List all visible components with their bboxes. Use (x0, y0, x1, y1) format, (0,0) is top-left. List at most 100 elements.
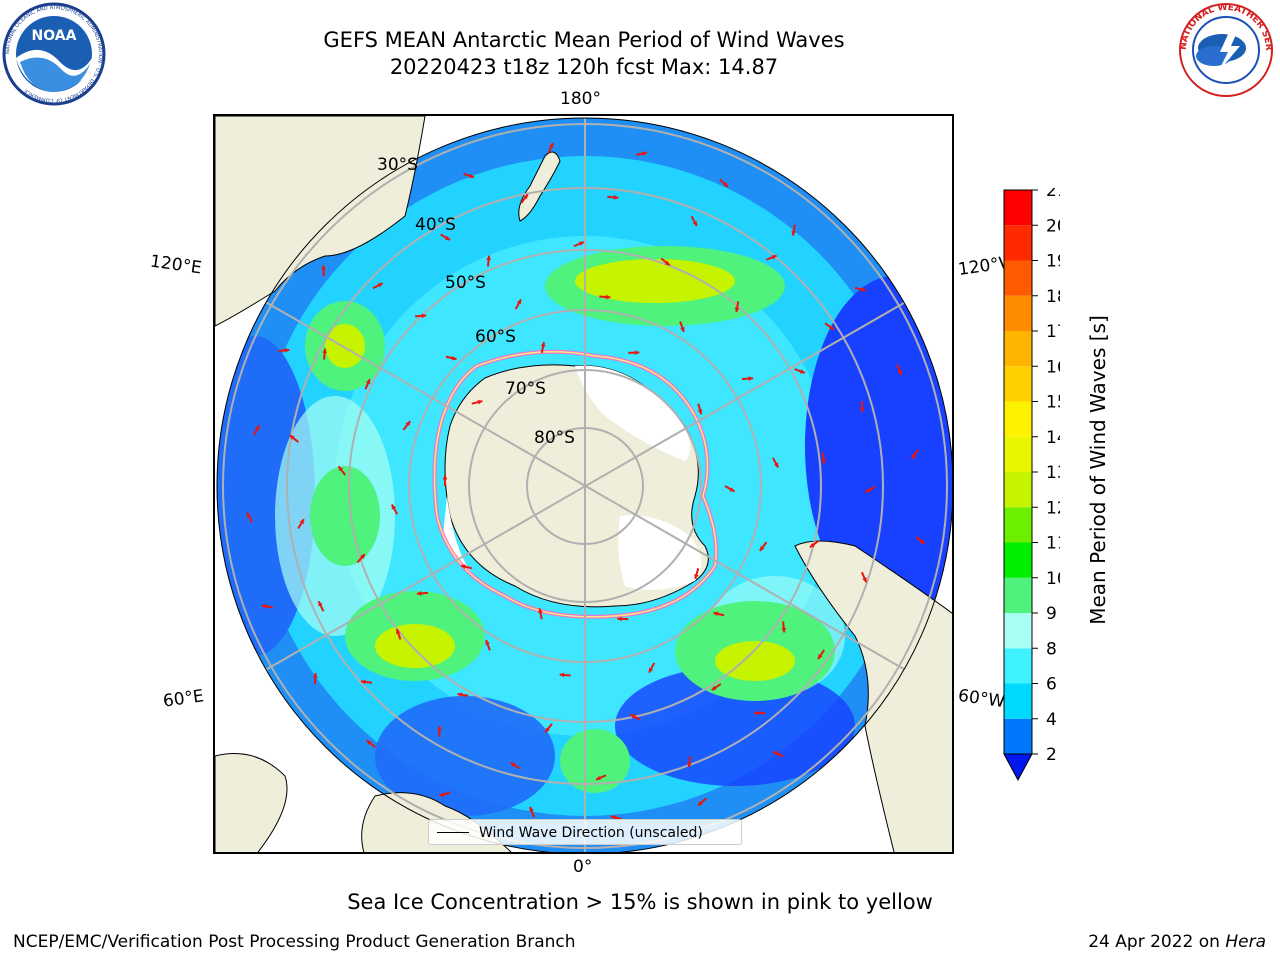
wind-wave-arrowhead (781, 627, 787, 633)
colorbar-segment (1004, 542, 1032, 578)
wind-wave-arrowhead (439, 792, 445, 797)
wind-wave-arrowhead (642, 151, 647, 156)
wind-wave-arrowhead (361, 679, 366, 685)
map-legend: Wind Wave Direction (unscaled) (428, 819, 742, 845)
colorbar-tick-label: 12 (1046, 498, 1060, 518)
colorbar-segment (1004, 577, 1032, 613)
wind-wave-arrowhead (559, 672, 565, 678)
wind-wave-arrowhead (595, 775, 601, 781)
wind-wave-arrowhead (799, 369, 805, 374)
colorbar-tick-label: 16 (1046, 357, 1060, 377)
wind-wave-arrowhead (477, 399, 483, 405)
wind-wave-arrowhead (773, 462, 779, 468)
wind-wave-arrowhead (485, 640, 490, 646)
map-panel: 30°S 40°S 50°S 60°S 70°S 80°S (213, 114, 954, 854)
wind-wave-arrowhead (773, 751, 778, 756)
colorbar-segment (1004, 190, 1032, 226)
wind-wave-arrowhead (759, 545, 765, 551)
colorbar-tick-label: 19 (1046, 252, 1060, 272)
nws-logo: NATIONAL WEATHER SERVICE (1172, 0, 1273, 97)
footer-host: Hera (1225, 932, 1266, 952)
colorbar-segment (1004, 683, 1032, 719)
wind-wave-arrowhead (613, 194, 619, 200)
colorbar-tick-label: 13 (1046, 463, 1060, 483)
colorbar-segment (1004, 260, 1032, 296)
wind-wave-arrowhead (416, 591, 422, 596)
lon-label-180: 180° (560, 89, 601, 109)
wind-wave-arrowhead (545, 727, 550, 733)
lon-label-60e: 60°E (161, 686, 206, 712)
lat-label-50s: 50°S (445, 273, 486, 293)
wind-wave-arrowhead (919, 539, 925, 544)
colorbar-tick-label: 20 (1046, 216, 1060, 236)
patch-blue-sw (375, 696, 555, 816)
colorbar-tick-label: 21 (1046, 188, 1060, 201)
wind-wave-arrowhead (421, 313, 427, 319)
wind-wave-arrowhead (698, 800, 704, 806)
wind-wave-arrowhead (578, 241, 584, 246)
wind-wave-arrowhead (538, 608, 543, 614)
colorbar-segment (1004, 507, 1032, 543)
colorbar-tick-label: 10 (1046, 569, 1060, 589)
wind-wave-arrowhead (299, 519, 304, 525)
colorbar-segment (1004, 366, 1032, 402)
wind-wave-arrowhead (817, 654, 823, 660)
wind-wave-arrowhead (771, 255, 777, 260)
wind-wave-arrowhead (617, 616, 622, 622)
wind-wave-arrowhead (523, 194, 528, 200)
colorbar-label: Mean Period of Wind Waves [s] (1086, 315, 1110, 625)
wind-wave-arrowhead (366, 740, 372, 745)
colorbar-segment (1004, 718, 1032, 754)
wind-wave-arrowhead (391, 504, 397, 510)
legend-line-swatch (437, 832, 469, 833)
wind-wave-arrows (246, 142, 926, 820)
high-period-area-west (310, 466, 380, 566)
wind-wave-arrowhead (338, 466, 344, 472)
colorbar-tick-label: 18 (1046, 287, 1060, 307)
wind-wave-arrowhead (437, 725, 442, 731)
colorbar-tick-label: 6 (1046, 675, 1057, 695)
graticule (217, 118, 952, 852)
australia-landmass (215, 116, 426, 327)
high-period-area-south (560, 729, 630, 793)
lat-label-30s: 30°S (377, 155, 418, 175)
colorbar-segment (1004, 331, 1032, 367)
south-america-landmass (794, 540, 952, 852)
chart-subtitle: 20220423 t18z 120h fcst Max: 14.87 (389, 55, 779, 79)
wind-wave-arrowhead (529, 806, 534, 812)
wind-wave-arrowhead (516, 299, 521, 305)
lon-label-120e: 120°E (148, 251, 203, 279)
lon-label-0: 0° (573, 857, 593, 877)
wind-wave-arrowhead (748, 376, 754, 381)
wind-wave-arrowhead (734, 307, 740, 313)
wind-wave-arrowhead (697, 409, 703, 415)
lat-label-80s: 80°S (534, 428, 575, 448)
wind-wave-arrowhead (861, 287, 866, 292)
wind-wave-arrowhead (405, 421, 411, 427)
colorbar-segment (1004, 225, 1032, 261)
wind-wave-arrowhead (686, 762, 692, 768)
footer-date: 24 Apr 2022 on Hera (1088, 932, 1266, 952)
colorbar-tick-label: 17 (1046, 322, 1060, 342)
wind-wave-arrowhead (457, 692, 463, 698)
colorbar-segment (1004, 648, 1032, 684)
wind-wave-arrowhead (442, 475, 448, 480)
wind-wave-arrowhead (694, 573, 699, 579)
wind-wave-arrowhead (261, 604, 267, 609)
wind-wave-arrowhead (377, 283, 383, 288)
wind-wave-arrowhead (630, 714, 636, 719)
noaa-logo: NOAA NATIONAL OCEANIC AND ATMOSPHERIC AD… (2, 2, 106, 106)
wind-wave-arrowhead (809, 542, 815, 548)
wind-wave-arrowhead (828, 325, 834, 330)
wind-wave-arrowhead (254, 425, 260, 431)
wind-wave-arrowhead (713, 611, 719, 617)
wind-wave-arrowhead (897, 369, 902, 375)
wind-wave-arrowhead (312, 673, 318, 678)
sea-ice-note: Sea Ice Concentration > 15% is shown in … (347, 890, 933, 914)
wind-wave-arrowhead (680, 326, 685, 332)
new-zealand-landmass (518, 151, 561, 222)
wind-wave-arrowhead (664, 260, 670, 266)
colorbar-segment (1004, 436, 1032, 472)
wind-wave-arrowhead (540, 342, 546, 347)
colorbar-tick-label: 9 (1046, 604, 1057, 624)
